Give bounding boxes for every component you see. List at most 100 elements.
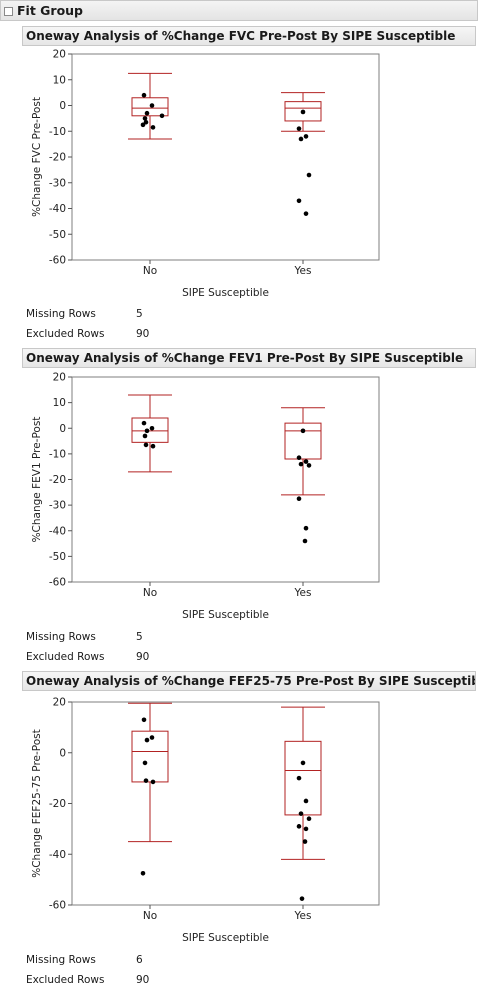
fit-group-header[interactable]: Fit Group [0, 0, 478, 21]
y-tick-label: -50 [49, 551, 66, 563]
x-axis-title: SIPE Susceptible [182, 932, 269, 944]
data-point [296, 496, 302, 502]
section-header[interactable]: Oneway Analysis of %Change FVC Pre-Post … [22, 26, 476, 46]
data-point [306, 463, 312, 468]
data-point [303, 211, 309, 216]
missing-rows-label: Missing Rows [26, 631, 96, 643]
y-tick-label: 0 [59, 747, 66, 759]
x-category-label: No [143, 910, 157, 922]
y-tick-label: -30 [49, 500, 66, 512]
excluded-rows-label: Excluded Rows [26, 974, 105, 986]
data-point [303, 826, 309, 832]
data-point [144, 110, 150, 116]
y-tick-label: 10 [53, 74, 66, 86]
data-point [141, 92, 147, 98]
data-point [303, 525, 309, 531]
data-point [299, 896, 305, 901]
iqr-box [131, 97, 169, 117]
x-category-label: Yes [294, 910, 312, 922]
data-point [296, 775, 302, 781]
x-category-label: Yes [294, 587, 312, 599]
y-axis-title: %Change FVC Pre-Post [31, 97, 43, 217]
missing-rows-value: 6 [136, 954, 143, 966]
y-tick-label: -30 [49, 177, 66, 189]
excluded-rows-label: Excluded Rows [26, 651, 105, 663]
data-point [159, 113, 165, 119]
data-point [144, 428, 150, 434]
data-point [143, 778, 149, 783]
y-tick-label: 10 [53, 397, 66, 409]
data-point [302, 839, 308, 844]
data-point [298, 811, 304, 816]
iqr-box [284, 101, 322, 122]
excluded-rows-value: 90 [136, 651, 150, 663]
data-point [140, 122, 146, 128]
box-no [128, 72, 172, 140]
plot-frame [71, 376, 380, 583]
x-category-label: No [143, 587, 157, 599]
box-no [128, 702, 172, 843]
missing-rows-label: Missing Rows [26, 954, 96, 966]
excluded-rows-value: 90 [136, 974, 150, 986]
y-tick-label: 20 [53, 697, 66, 709]
y-tick-label: 0 [59, 423, 66, 435]
data-point [141, 717, 147, 723]
data-point [303, 134, 309, 139]
box-yes [281, 92, 325, 132]
box-plot-fvc: -60 -50 -40 -30 -20 -10 0 10 20 %Change FVC Pre-P… [31, 49, 380, 299]
section-title: Oneway Analysis of %Change FEV1 Pre-Post… [26, 351, 464, 365]
missing-rows-value: 5 [136, 308, 143, 320]
plot-frame [71, 701, 380, 906]
data-point [302, 538, 308, 544]
data-point [150, 125, 156, 130]
y-tick-label: -20 [49, 798, 66, 810]
x-category-label: No [143, 265, 157, 277]
y-tick-label: 0 [59, 100, 66, 112]
section-header[interactable]: Oneway Analysis of %Change FEV1 Pre-Post… [22, 348, 476, 368]
missing-rows-label: Missing Rows [26, 308, 96, 320]
disclosure-toggle-icon[interactable] [4, 7, 13, 16]
y-tick-label: -20 [49, 474, 66, 486]
y-tick-label: -40 [49, 849, 66, 861]
data-point [143, 119, 149, 125]
data-point [300, 109, 306, 115]
data-point [143, 442, 149, 448]
data-point [300, 760, 306, 766]
iqr-box [131, 417, 169, 443]
data-point [300, 428, 306, 434]
data-point [150, 443, 156, 449]
data-point [149, 735, 155, 740]
y-tick-label: 20 [53, 49, 66, 61]
x-axis-title: SIPE Susceptible [182, 287, 269, 299]
y-tick-label: -60 [49, 577, 66, 589]
y-axis-title: %Change FEF25-75 Pre-Post [31, 729, 43, 878]
data-point [296, 198, 302, 204]
data-point [144, 737, 150, 743]
data-point [142, 760, 148, 766]
y-axis-title: %Change FEV1 Pre-Post [31, 417, 43, 543]
box-plot-fef2575: -60 -40 -20 0 20 %Change FEF25-75 Pre-Post No Y… [31, 697, 380, 944]
iqr-box [284, 422, 322, 460]
iqr-box [284, 740, 322, 816]
data-point [306, 816, 312, 822]
data-point [149, 103, 155, 108]
y-tick-label: -10 [49, 126, 66, 138]
data-point [298, 136, 304, 142]
box-no [128, 394, 172, 473]
missing-rows-value: 5 [136, 631, 143, 643]
data-point [296, 824, 302, 829]
section-title: Oneway Analysis of %Change FVC Pre-Post … [26, 29, 456, 43]
y-tick-label: -60 [49, 900, 66, 912]
data-point [303, 459, 309, 464]
plot-frame [71, 53, 380, 261]
y-tick-label: -20 [49, 152, 66, 164]
box-yes [281, 407, 325, 496]
y-tick-label: -40 [49, 203, 66, 215]
section-header[interactable]: Oneway Analysis of %Change FEF25-75 Pre-… [22, 671, 476, 691]
data-point [296, 455, 302, 461]
x-axis-title: SIPE Susceptible [182, 609, 269, 621]
data-point [141, 420, 147, 426]
excluded-rows-value: 90 [136, 328, 150, 340]
section-title: Oneway Analysis of %Change FEF25-75 Pre-… [26, 674, 476, 688]
box-plot-fev1: -60 -50 -40 -30 -20 -10 0 10 20 %Change FEV1 Pre-… [31, 372, 380, 621]
